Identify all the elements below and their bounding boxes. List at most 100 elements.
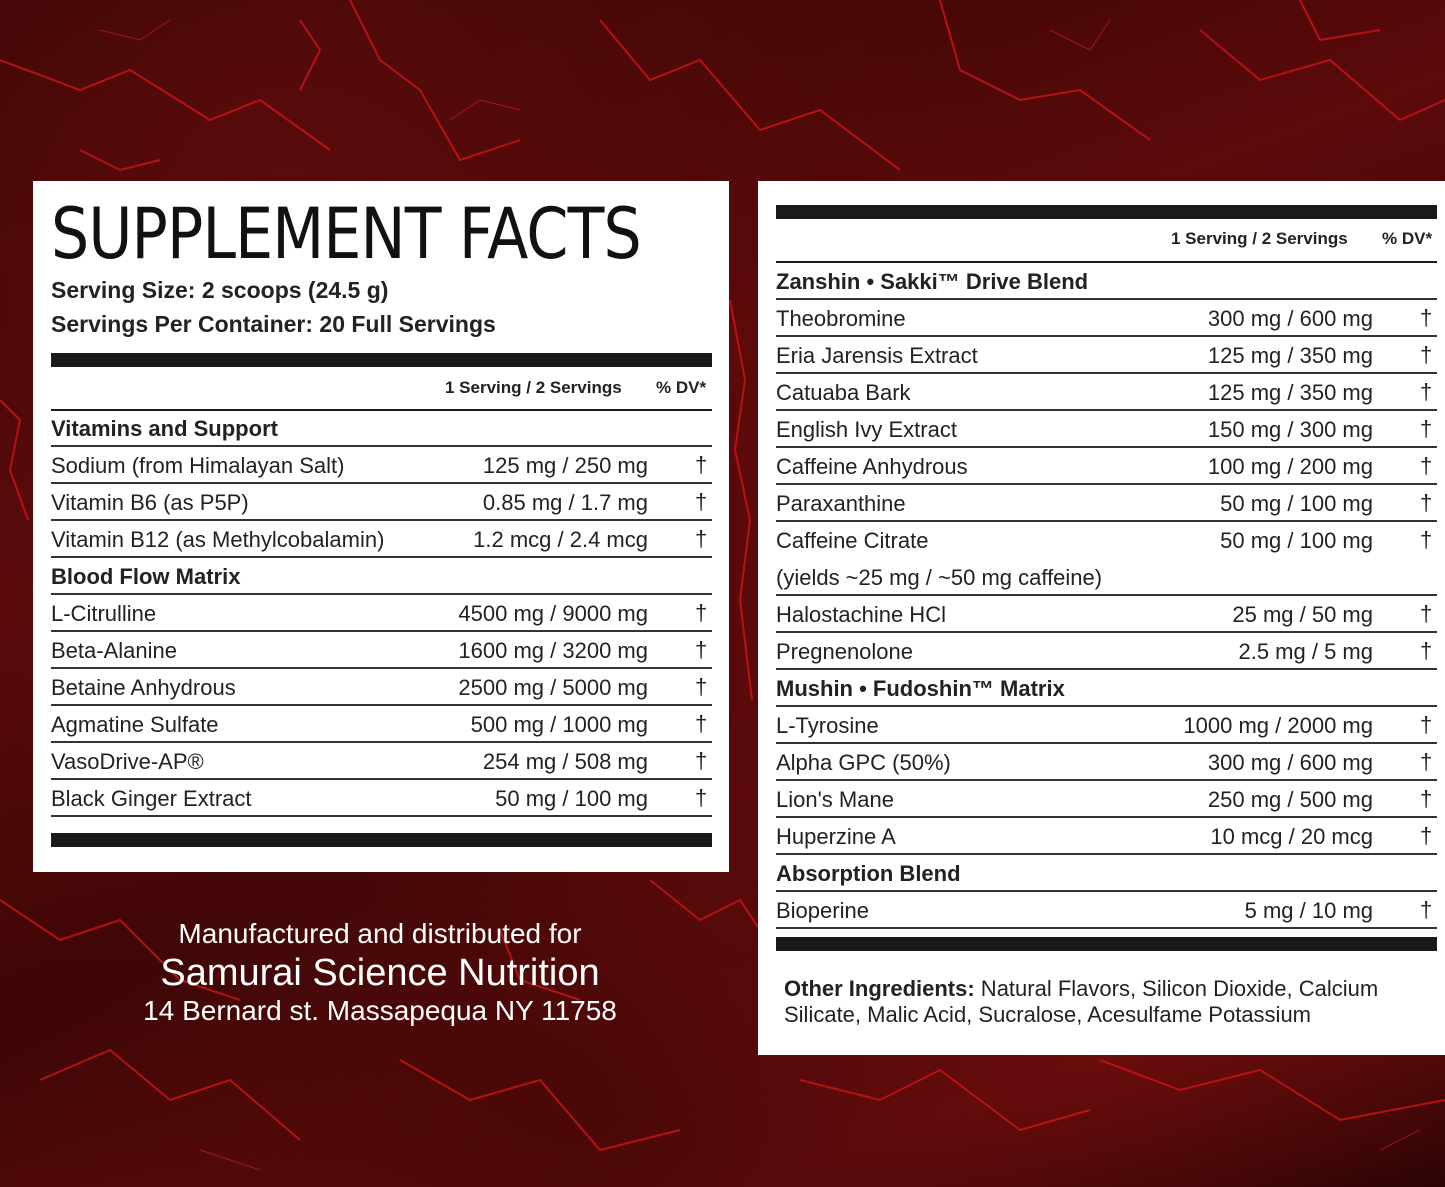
ingredient-amount: 125 mg / 350 mg <box>1207 380 1373 405</box>
ingredient-name: Catuaba Bark <box>776 380 911 405</box>
manufacturer-line: Manufactured and distributed for <box>178 918 582 949</box>
ingredient-name: (yields ~25 mg / ~50 mg caffeine) <box>776 565 1103 590</box>
ingredient-name: Caffeine Citrate <box>776 528 929 553</box>
nutrient-row: VasoDrive-AP® 254 mg / 508 mg † <box>51 743 712 780</box>
dagger-footnote-icon: † <box>1420 527 1433 552</box>
ingredient-name: Sodium (from Himalayan Salt) <box>51 453 345 478</box>
ingredient-name: Bioperine <box>776 898 869 923</box>
section-header: Absorption Blend <box>776 855 1437 892</box>
other-ingredients: Other Ingredients: Natural Flavors, Sili… <box>784 976 1434 1028</box>
page-title: SUPPLEMENT FACTS <box>51 193 642 275</box>
ingredient-amount: 1000 mg / 2000 mg <box>1183 713 1373 738</box>
dagger-footnote-icon: † <box>1420 453 1433 478</box>
column-header-dv: % DV* <box>1382 229 1433 248</box>
dagger-footnote-icon: † <box>1420 342 1433 367</box>
section-header: Blood Flow Matrix <box>51 558 712 595</box>
serving-size: Serving Size: 2 scoops (24.5 g) <box>51 277 389 303</box>
nutrient-row: Catuaba Bark 125 mg / 350 mg † <box>776 374 1437 411</box>
nutrient-row: Caffeine Anhydrous 100 mg / 200 mg † <box>776 448 1437 485</box>
nutrient-row: Huperzine A 10 mcg / 20 mcg † <box>776 818 1437 855</box>
ingredient-name: Zanshin • Sakki™ Drive Blend <box>776 269 1089 294</box>
thick-divider <box>776 937 1437 951</box>
dagger-footnote-icon: † <box>1420 379 1433 404</box>
divider <box>51 409 712 411</box>
dagger-footnote-icon: † <box>1420 897 1433 922</box>
dagger-footnote-icon: † <box>695 748 708 773</box>
dagger-footnote-icon: † <box>695 711 708 736</box>
ingredient-name: Blood Flow Matrix <box>51 564 241 589</box>
dagger-footnote-icon: † <box>1420 638 1433 663</box>
ingredient-amount: 4500 mg / 9000 mg <box>458 601 648 626</box>
nutrient-row: Alpha GPC (50%) 300 mg / 600 mg † <box>776 744 1437 781</box>
ingredient-name: Paraxanthine <box>776 491 906 516</box>
ingredient-name: L-Tyrosine <box>776 713 879 738</box>
ingredient-amount: 50 mg / 100 mg <box>1220 528 1373 553</box>
manufacturer-name: Samurai Science Nutrition <box>160 952 600 994</box>
manufacturer-address: 14 Bernard st. Massapequa NY 11758 <box>143 995 617 1026</box>
nutrient-row: Halostachine HCl 25 mg / 50 mg † <box>776 596 1437 633</box>
nutrient-row: Beta-Alanine 1600 mg / 3200 mg † <box>51 632 712 669</box>
ingredient-name: Vitamins and Support <box>51 416 278 441</box>
ingredient-amount: 100 mg / 200 mg <box>1207 454 1373 479</box>
dagger-footnote-icon: † <box>1420 749 1433 774</box>
nutrient-row: Lion's Mane 250 mg / 500 mg † <box>776 781 1437 818</box>
nutrient-row: Agmatine Sulfate 500 mg / 1000 mg † <box>51 706 712 743</box>
other-ingredients-text: Natural Flavors, Silicon Dioxide, Calciu… <box>784 976 1379 1027</box>
ingredient-amount: 150 mg / 300 mg <box>1207 417 1373 442</box>
ingredient-amount: 500 mg / 1000 mg <box>470 712 648 737</box>
nutrient-row: English Ivy Extract 150 mg / 300 mg † <box>776 411 1437 448</box>
column-header-amount: 1 Serving / 2 Servings <box>1171 229 1348 248</box>
dagger-footnote-icon: † <box>695 489 708 514</box>
nutrient-row: L-Tyrosine 1000 mg / 2000 mg † <box>776 707 1437 744</box>
nutrient-row: Vitamin B12 (as Methylcobalamin) 1.2 mcg … <box>51 521 712 558</box>
ingredient-amount: 125 mg / 350 mg <box>1207 343 1373 368</box>
dagger-footnote-icon: † <box>1420 601 1433 626</box>
nutrient-row: Paraxanthine 50 mg / 100 mg † <box>776 485 1437 522</box>
ingredient-name: Black Ginger Extract <box>51 786 252 811</box>
supplement-facts-panel-left: SUPPLEMENT FACTS Serving Size: 2 scoops … <box>33 181 729 872</box>
supplement-facts-panel-right: 1 Serving / 2 Servings % DV* Zanshin • S… <box>758 181 1445 1055</box>
servings-per-container: Servings Per Container: 20 Full Servings <box>51 311 496 337</box>
ingredient-amount: 2500 mg / 5000 mg <box>458 675 648 700</box>
nutrient-row: Black Ginger Extract 50 mg / 100 mg † <box>51 780 712 817</box>
ingredient-name: Caffeine Anhydrous <box>776 454 968 479</box>
dagger-footnote-icon: † <box>1420 786 1433 811</box>
section-header: Mushin • Fudoshin™ Matrix <box>776 670 1437 707</box>
ingredient-name: Betaine Anhydrous <box>51 675 236 700</box>
dagger-footnote-icon: † <box>695 785 708 810</box>
dagger-footnote-icon: † <box>695 674 708 699</box>
ingredient-amount: 50 mg / 100 mg <box>1220 491 1373 516</box>
nutrient-row: Vitamin B6 (as P5P) 0.85 mg / 1.7 mg † <box>51 484 712 521</box>
ingredient-name: Pregnenolone <box>776 639 914 664</box>
column-header-amount: 1 Serving / 2 Servings <box>445 378 622 397</box>
ingredient-amount: 1600 mg / 3200 mg <box>458 638 648 663</box>
nutrient-row: Eria Jarensis Extract 125 mg / 350 mg † <box>776 337 1437 374</box>
ingredient-amount: 250 mg / 500 mg <box>1207 787 1373 812</box>
dagger-footnote-icon: † <box>695 526 708 551</box>
thick-divider <box>776 205 1437 219</box>
column-header-dv: % DV* <box>656 378 707 397</box>
ingredient-name: Vitamin B6 (as P5P) <box>51 490 249 515</box>
ingredient-amount: 50 mg / 100 mg <box>495 786 648 811</box>
ingredient-name: Agmatine Sulfate <box>51 712 219 737</box>
nutrient-row: L-Citrulline 4500 mg / 9000 mg † <box>51 595 712 632</box>
dagger-footnote-icon: † <box>1420 416 1433 441</box>
ingredient-name: VasoDrive-AP® <box>51 749 204 774</box>
dagger-footnote-icon: † <box>1420 823 1433 848</box>
ingredient-name: Alpha GPC (50%) <box>776 750 951 775</box>
thick-divider <box>51 833 712 847</box>
ingredient-amount: 2.5 mg / 5 mg <box>1238 639 1373 664</box>
dagger-footnote-icon: † <box>695 600 708 625</box>
dagger-footnote-icon: † <box>1420 305 1433 330</box>
ingredient-amount: 300 mg / 600 mg <box>1207 750 1373 775</box>
section-header: Vitamins and Support <box>51 410 712 447</box>
ingredient-amount: 0.85 mg / 1.7 mg <box>482 490 648 515</box>
nutrient-row: Caffeine Citrate 50 mg / 100 mg † <box>776 522 1437 559</box>
divider <box>776 261 1437 263</box>
ingredient-name: Absorption Blend <box>776 861 961 886</box>
nutrient-row: Betaine Anhydrous 2500 mg / 5000 mg † <box>51 669 712 706</box>
thick-divider <box>51 353 712 367</box>
ingredient-name: English Ivy Extract <box>776 417 957 442</box>
nutrient-row: Pregnenolone 2.5 mg / 5 mg † <box>776 633 1437 670</box>
nutrient-row: Theobromine 300 mg / 600 mg † <box>776 300 1437 337</box>
